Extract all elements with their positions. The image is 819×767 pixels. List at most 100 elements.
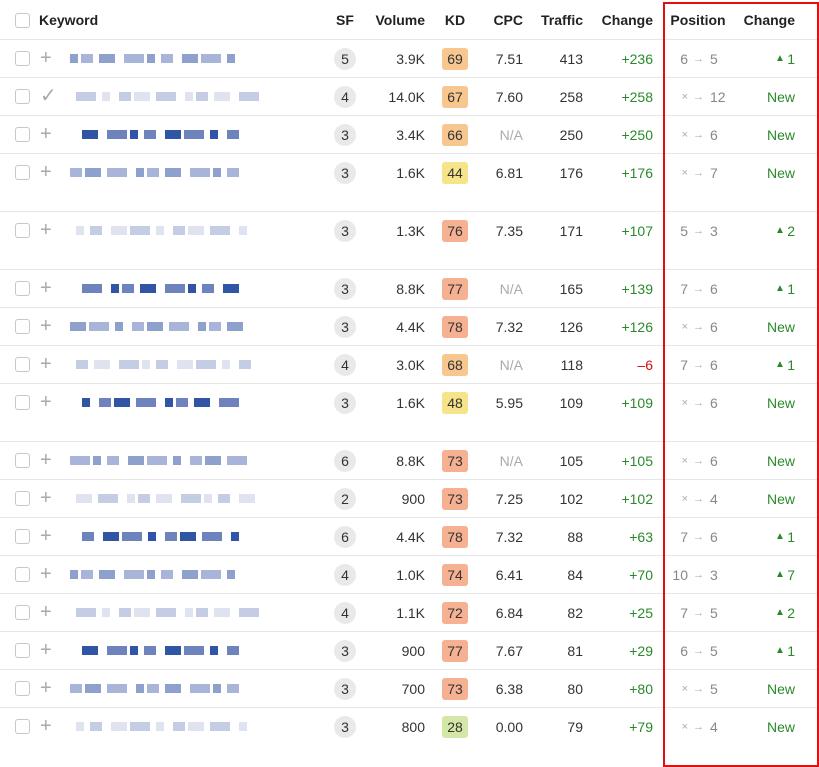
position-change: 1 (787, 529, 795, 545)
keyword-difficulty: 72 (442, 602, 468, 624)
column-header[interactable]: SF (336, 12, 354, 28)
row-checkbox[interactable] (15, 357, 30, 372)
position-to: 3 (710, 223, 718, 239)
blurred-keyword (214, 92, 230, 101)
row-checkbox[interactable] (15, 51, 30, 66)
position-change: 2 (787, 223, 795, 239)
blurred-keyword (185, 608, 193, 617)
blurred-keyword (82, 130, 98, 139)
position-to: 12 (710, 89, 726, 105)
blurred-keyword (82, 398, 90, 407)
volume: 1.0K (396, 567, 425, 583)
blurred-keyword (184, 646, 204, 655)
add-icon[interactable]: + (40, 639, 52, 661)
volume: 1.1K (396, 605, 425, 621)
position-from: × (681, 397, 688, 409)
column-header[interactable]: Position (670, 12, 726, 28)
add-icon[interactable]: + (40, 47, 52, 69)
row-checkbox[interactable] (15, 605, 30, 620)
position-to: 6 (710, 529, 718, 545)
add-icon[interactable]: + (40, 563, 52, 585)
blurred-keyword (90, 722, 102, 731)
cpc: 7.32 (495, 319, 523, 335)
blurred-keyword (130, 226, 150, 235)
highlight-box (663, 2, 819, 767)
add-icon[interactable]: + (40, 123, 52, 145)
row-checkbox[interactable] (15, 89, 30, 104)
blurred-keyword (147, 54, 155, 63)
row-checkbox[interactable] (15, 719, 30, 734)
row-separator (0, 269, 819, 270)
arrow-icon: → (693, 721, 704, 733)
serp-features: 4 (334, 354, 356, 376)
row-separator (0, 631, 819, 632)
checkmark-icon[interactable]: ✓ (40, 85, 57, 107)
blurred-keyword (194, 398, 210, 407)
add-icon[interactable]: + (40, 601, 52, 623)
add-icon[interactable]: + (40, 353, 52, 375)
position-change: New (766, 319, 795, 335)
blurred-keyword (89, 322, 109, 331)
column-header[interactable]: CPC (493, 12, 523, 28)
column-header[interactable]: Volume (375, 12, 425, 28)
blurred-keyword (94, 360, 110, 369)
row-checkbox[interactable] (15, 567, 30, 582)
blurred-keyword (128, 456, 144, 465)
blurred-keyword (147, 322, 163, 331)
traffic-change: –6 (637, 357, 653, 373)
add-icon[interactable]: + (40, 677, 52, 699)
blurred-keyword (227, 322, 243, 331)
row-separator (0, 153, 819, 154)
row-checkbox[interactable] (15, 681, 30, 696)
keyword-difficulty: 66 (442, 124, 468, 146)
traffic-change: +258 (621, 89, 653, 105)
add-icon[interactable]: + (40, 161, 52, 183)
add-icon[interactable]: + (40, 277, 52, 299)
row-checkbox[interactable] (15, 643, 30, 658)
row-checkbox[interactable] (15, 319, 30, 334)
column-header[interactable]: Change (601, 12, 653, 28)
traffic: 102 (559, 491, 583, 507)
cpc: 6.84 (495, 605, 523, 621)
serp-features: 3 (334, 716, 356, 738)
blurred-keyword (119, 608, 131, 617)
add-icon[interactable]: + (40, 315, 52, 337)
blurred-keyword (85, 168, 101, 177)
arrow-icon: → (693, 493, 704, 505)
traffic-change: +79 (629, 719, 653, 735)
select-all-checkbox[interactable] (15, 13, 30, 28)
add-icon[interactable]: + (40, 525, 52, 547)
row-separator (0, 211, 819, 212)
blurred-keyword (227, 646, 239, 655)
blurred-keyword (122, 284, 134, 293)
column-header[interactable]: Traffic (540, 12, 583, 28)
traffic: 88 (567, 529, 583, 545)
add-icon[interactable]: + (40, 715, 52, 737)
keyword-difficulty: 76 (442, 220, 468, 242)
row-checkbox[interactable] (15, 395, 30, 410)
add-icon[interactable]: + (40, 449, 52, 471)
row-checkbox[interactable] (15, 453, 30, 468)
blurred-keyword (190, 456, 202, 465)
position-from: × (681, 129, 688, 141)
blurred-keyword (142, 360, 150, 369)
column-header[interactable]: Keyword (39, 12, 99, 28)
traffic-change: +29 (629, 643, 653, 659)
row-checkbox[interactable] (15, 529, 30, 544)
up-triangle-icon: ▲ (775, 283, 785, 294)
row-checkbox[interactable] (15, 491, 30, 506)
row-checkbox[interactable] (15, 127, 30, 142)
blurred-keyword (188, 226, 204, 235)
add-icon[interactable]: + (40, 487, 52, 509)
row-checkbox[interactable] (15, 281, 30, 296)
add-icon[interactable]: + (40, 219, 52, 241)
blurred-keyword (173, 722, 185, 731)
column-header[interactable]: KD (444, 12, 466, 28)
add-icon[interactable]: + (40, 391, 52, 413)
traffic: 250 (559, 127, 583, 143)
row-checkbox[interactable] (15, 165, 30, 180)
column-header[interactable]: Change (743, 12, 795, 28)
serp-features: 3 (334, 640, 356, 662)
row-checkbox[interactable] (15, 223, 30, 238)
position-change: New (766, 89, 795, 105)
